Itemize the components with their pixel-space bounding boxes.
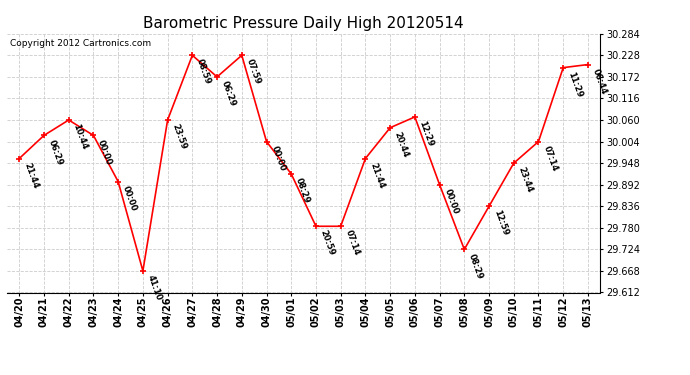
Title: Barometric Pressure Daily High 20120514: Barometric Pressure Daily High 20120514	[144, 16, 464, 31]
Text: 00:00: 00:00	[96, 138, 114, 166]
Text: 00:00: 00:00	[121, 184, 139, 212]
Text: 07:14: 07:14	[541, 144, 559, 172]
Text: 41:10: 41:10	[146, 274, 164, 302]
Text: 12:29: 12:29	[417, 120, 435, 148]
Text: 06:29: 06:29	[220, 80, 237, 108]
Text: 07:14: 07:14	[344, 229, 361, 257]
Text: Copyright 2012 Cartronics.com: Copyright 2012 Cartronics.com	[10, 39, 151, 48]
Text: 00:00: 00:00	[442, 188, 460, 215]
Text: 00:00: 00:00	[269, 144, 287, 172]
Text: 08:29: 08:29	[467, 252, 484, 280]
Text: 08:29: 08:29	[294, 177, 312, 205]
Text: 06:44: 06:44	[591, 68, 609, 96]
Text: 06:29: 06:29	[47, 138, 64, 166]
Text: 12:59: 12:59	[492, 209, 509, 237]
Text: 21:44: 21:44	[368, 161, 386, 190]
Text: 10:44: 10:44	[72, 123, 89, 151]
Text: 08:59: 08:59	[195, 58, 213, 86]
Text: 21:44: 21:44	[22, 161, 40, 190]
Text: 23:44: 23:44	[517, 166, 534, 194]
Text: 20:44: 20:44	[393, 130, 411, 159]
Text: 23:59: 23:59	[170, 123, 188, 151]
Text: 11:29: 11:29	[566, 70, 584, 99]
Text: 20:59: 20:59	[319, 229, 336, 257]
Text: 07:59: 07:59	[244, 58, 262, 86]
